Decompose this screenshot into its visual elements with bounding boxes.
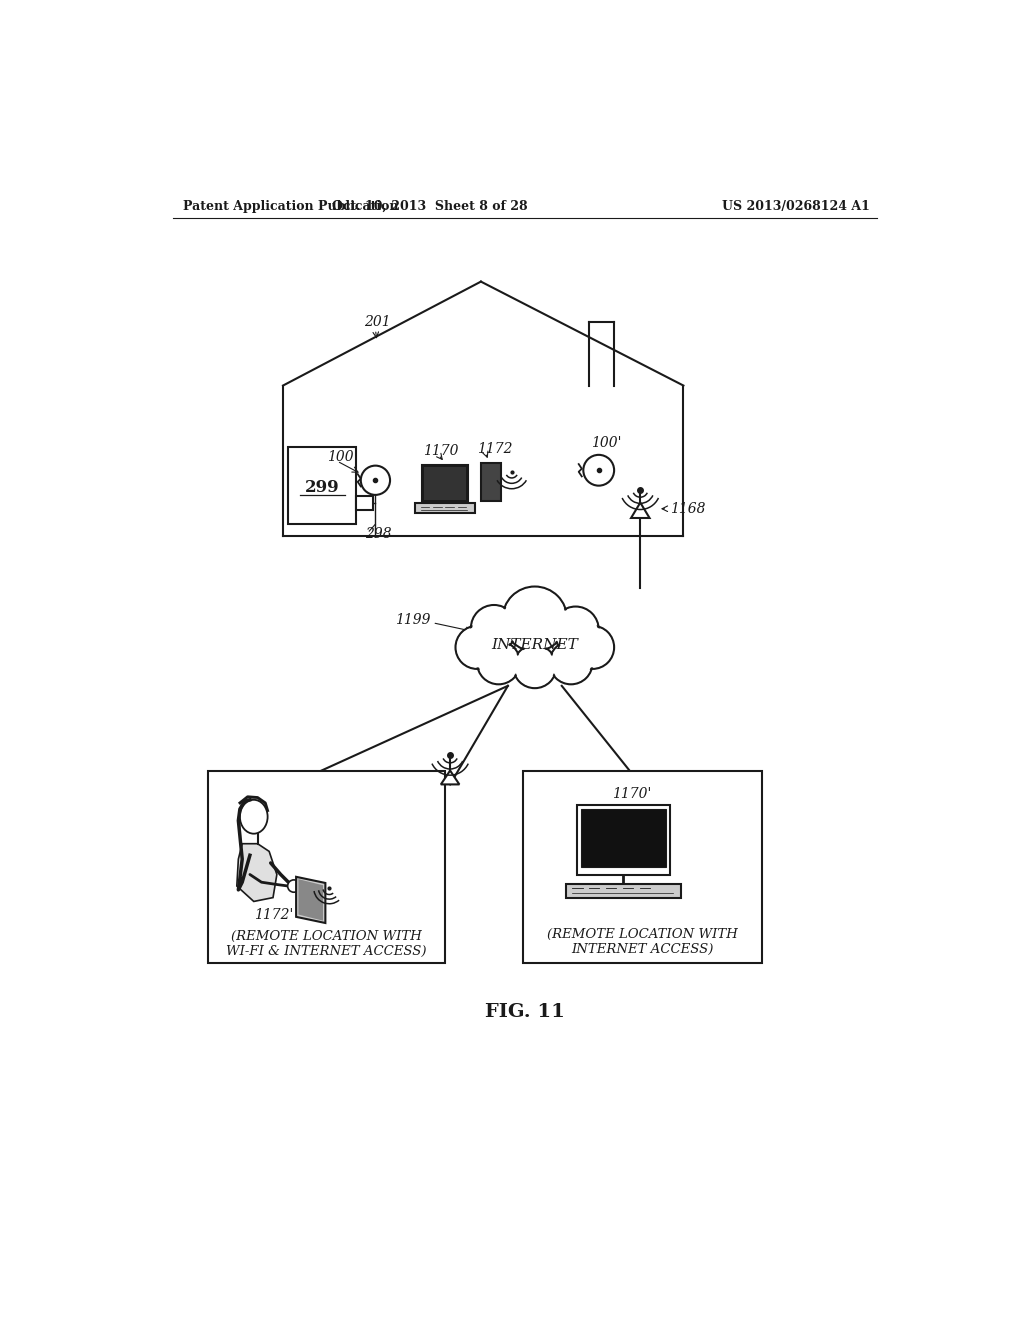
- Circle shape: [572, 627, 612, 668]
- Ellipse shape: [240, 800, 267, 834]
- Text: 1170': 1170': [611, 787, 651, 801]
- Bar: [415, 503, 475, 513]
- Circle shape: [503, 586, 567, 651]
- Circle shape: [360, 466, 390, 495]
- Circle shape: [515, 647, 555, 686]
- Text: INTERNET: INTERNET: [492, 638, 579, 652]
- Circle shape: [584, 455, 614, 486]
- Text: 1199: 1199: [395, 614, 431, 627]
- Circle shape: [456, 626, 499, 669]
- Circle shape: [471, 605, 517, 651]
- FancyArrowPatch shape: [609, 801, 612, 807]
- Bar: [356, 496, 373, 510]
- Text: US 2013/0268124 A1: US 2013/0268124 A1: [722, 199, 869, 213]
- Bar: [424, 467, 466, 499]
- Circle shape: [551, 643, 591, 682]
- Text: 201: 201: [364, 315, 390, 330]
- Text: 299: 299: [305, 479, 340, 496]
- Bar: [523, 771, 762, 964]
- Polygon shape: [441, 771, 460, 784]
- Circle shape: [478, 643, 518, 682]
- Text: 1170: 1170: [423, 444, 459, 458]
- Text: FIG. 11: FIG. 11: [484, 1003, 565, 1020]
- Text: (REMOTE LOCATION WITH
WI-FI & INTERNET ACCESS): (REMOTE LOCATION WITH WI-FI & INTERNET A…: [226, 929, 426, 958]
- Polygon shape: [298, 879, 323, 921]
- Circle shape: [472, 607, 515, 649]
- Circle shape: [457, 627, 497, 668]
- Polygon shape: [296, 876, 326, 923]
- Text: 1168: 1168: [670, 502, 706, 516]
- Circle shape: [550, 642, 593, 684]
- Circle shape: [477, 642, 520, 684]
- Bar: [565, 884, 681, 898]
- Circle shape: [553, 607, 599, 653]
- Bar: [578, 805, 670, 875]
- Bar: [581, 809, 666, 867]
- Text: 100': 100': [591, 437, 622, 450]
- Circle shape: [513, 645, 556, 688]
- Bar: [422, 465, 468, 503]
- Bar: [289, 447, 356, 524]
- Polygon shape: [631, 503, 649, 517]
- Text: Patent Application Publication: Patent Application Publication: [183, 199, 398, 213]
- Circle shape: [571, 626, 614, 669]
- Text: (REMOTE LOCATION WITH
INTERNET ACCESS): (REMOTE LOCATION WITH INTERNET ACCESS): [547, 928, 738, 956]
- Bar: [208, 771, 444, 964]
- Text: 1172': 1172': [254, 908, 293, 923]
- Polygon shape: [239, 797, 267, 859]
- Text: 298: 298: [366, 527, 392, 541]
- Circle shape: [288, 880, 300, 892]
- Circle shape: [554, 609, 597, 651]
- Text: 1172: 1172: [477, 442, 513, 457]
- Text: 100: 100: [327, 450, 353, 465]
- Bar: [481, 462, 501, 502]
- Circle shape: [504, 589, 565, 649]
- Text: Oct. 10, 2013  Sheet 8 of 28: Oct. 10, 2013 Sheet 8 of 28: [332, 199, 527, 213]
- Polygon shape: [237, 843, 276, 902]
